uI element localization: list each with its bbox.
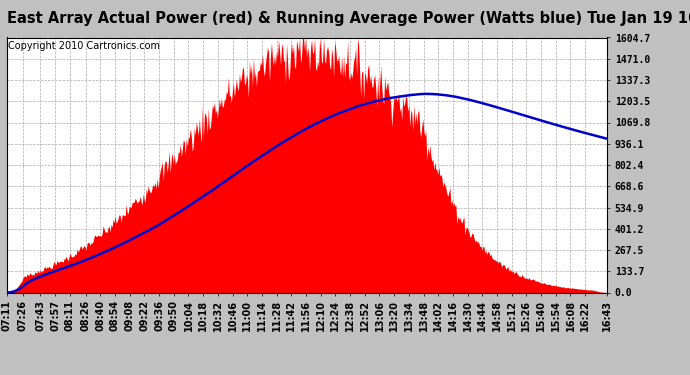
Text: Copyright 2010 Cartronics.com: Copyright 2010 Cartronics.com [8,41,160,51]
Text: East Array Actual Power (red) & Running Average Power (Watts blue) Tue Jan 19 16: East Array Actual Power (red) & Running … [7,11,690,26]
